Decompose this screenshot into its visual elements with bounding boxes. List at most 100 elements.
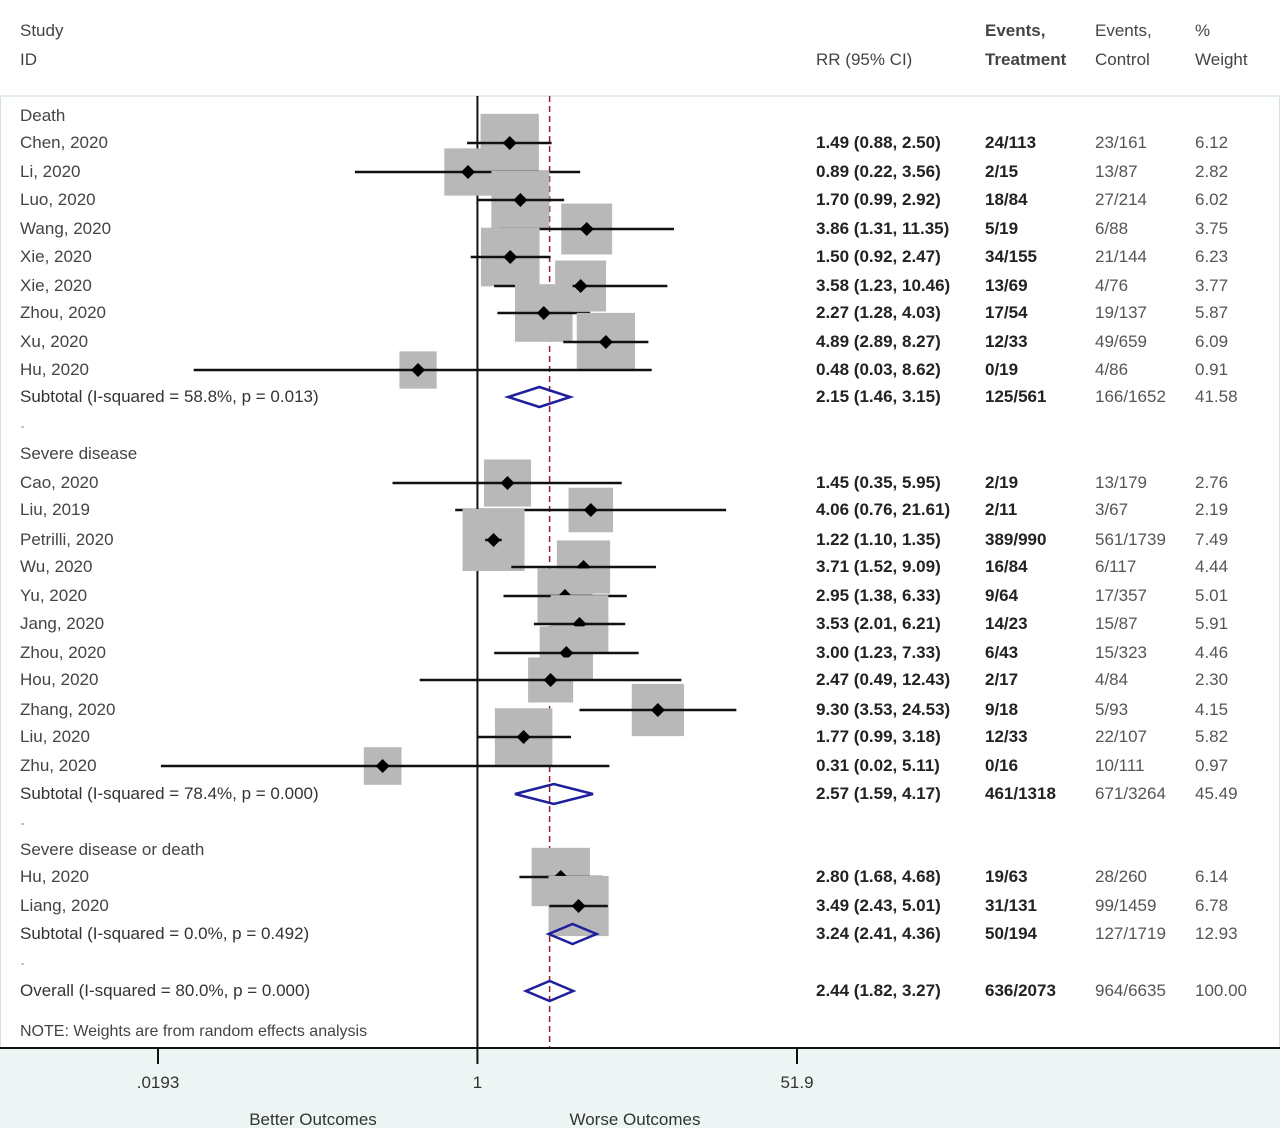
group-1-study-7-label: Hou, 2020 <box>20 670 99 689</box>
group-0-study-6-events-treatment: 17/54 <box>985 303 1028 322</box>
group-1-study-2-weight: 7.49 <box>1195 530 1229 549</box>
group-0-subtotal-diamond <box>503 385 575 409</box>
group-1-study-10-label: Zhu, 2020 <box>20 756 97 775</box>
group-0-study-5-events-control: 4/76 <box>1095 276 1129 295</box>
group-0-study-2-point <box>513 193 528 207</box>
group-1-study-3-rr-ci: 3.71 (1.52, 9.09) <box>816 557 941 576</box>
group-0-study-2-events-control: 27/214 <box>1095 190 1147 209</box>
group-0-study-3-label: Wang, 2020 <box>20 219 112 238</box>
overall-label: Overall (I-squared = 80.0%, p = 0.000) <box>20 981 311 1000</box>
header-weight-1: % <box>1195 21 1211 40</box>
group-0-study-4-rr-ci: 1.50 (0.92, 2.47) <box>816 247 941 266</box>
group-1-subtotal-label: Subtotal (I-squared = 78.4%, p = 0.000) <box>20 784 319 803</box>
group-2-study-1-events-control: 99/1459 <box>1095 896 1157 915</box>
group-0-study-8-weight: 0.91 <box>1195 360 1229 379</box>
group-0-study-3-rr-ci: 3.86 (1.31, 11.35) <box>816 219 950 238</box>
group-1-study-2-events-treatment: 389/990 <box>985 530 1047 549</box>
group-0-study-7-rr-ci: 4.89 (2.89, 8.27) <box>816 332 941 351</box>
group-0-study-4-events-control: 21/144 <box>1095 247 1147 266</box>
group-0-study-6-events-control: 19/137 <box>1095 303 1147 322</box>
overall-events-control: 964/6635 <box>1095 981 1166 1000</box>
group-1-study-4-weight: 5.01 <box>1195 586 1229 605</box>
group-0-study-0-events-treatment: 24/113 <box>985 133 1037 152</box>
group-1-study-7-events-treatment: 2/17 <box>985 670 1019 689</box>
group-0-study-2-rr-ci: 1.70 (0.99, 2.92) <box>816 190 941 209</box>
group-1-study-3-events-control: 6/117 <box>1095 557 1137 576</box>
group-2-subtotal-label: Subtotal (I-squared = 0.0%, p = 0.492) <box>20 924 310 943</box>
group-0-study-6-label: Zhou, 2020 <box>20 303 107 322</box>
group-0-study-8-label: Hu, 2020 <box>20 360 89 379</box>
group-1-study-10-point <box>375 759 390 773</box>
group-2-study-1-rr-ci: 3.49 (2.43, 5.01) <box>816 896 941 915</box>
group-0-study-5-rr-ci: 3.58 (1.23, 10.46) <box>816 276 951 295</box>
group-1-study-10-rr-ci: 0.31 (0.02, 5.11) <box>816 756 940 775</box>
group-0-study-1-rr-ci: 0.89 (0.22, 3.56) <box>816 162 941 181</box>
header-events-control-2: Control <box>1095 50 1150 69</box>
group-2-study-1-point <box>571 899 586 913</box>
group-2-study-0-label: Hu, 2020 <box>20 867 89 886</box>
group-0-study-2-weight: 6.02 <box>1195 190 1229 209</box>
group-1-study-8-weight: 4.15 <box>1195 700 1229 719</box>
group-0-study-0-point <box>502 136 517 150</box>
group-1-study-7-rr-ci: 2.47 (0.49, 12.43) <box>816 670 951 689</box>
group-0-subtotal-rr-ci: 2.15 (1.46, 3.15) <box>816 387 941 406</box>
group-0-study-6-weight: 5.87 <box>1195 303 1229 322</box>
group-0-study-8-point <box>411 363 426 377</box>
group-1-study-5-events-control: 15/87 <box>1095 614 1138 633</box>
group-0-study-6-point <box>536 306 551 320</box>
group-1-study-6-point <box>559 646 574 660</box>
group-1-study-7-point <box>543 673 558 687</box>
group-1-study-10-events-control: 10/111 <box>1095 756 1145 775</box>
group-0-study-8-rr-ci: 0.48 (0.03, 8.62) <box>816 360 941 379</box>
group-0-study-1-point <box>461 165 476 179</box>
group-1-study-9-events-treatment: 12/33 <box>985 727 1028 746</box>
group-2-subtotal-rr-ci: 3.24 (2.41, 4.36) <box>816 924 941 943</box>
group-1-study-4-events-control: 17/357 <box>1095 586 1147 605</box>
group-0-study-7-label: Xu, 2020 <box>20 332 89 351</box>
group-1-study-6-events-control: 15/323 <box>1095 643 1147 662</box>
group-1-subtotal-rr-ci: 2.57 (1.59, 4.17) <box>816 784 941 803</box>
header-band <box>0 0 1280 96</box>
group-1-study-2-point <box>486 533 501 547</box>
group-1-study-10-weight: 0.97 <box>1195 756 1229 775</box>
better-outcomes-label: Better Outcomes <box>249 1110 377 1129</box>
header-rr: RR (95% CI) <box>816 50 913 69</box>
group-1-study-9-label: Liu, 2020 <box>20 727 90 746</box>
group-2-study-1-weight: 6.78 <box>1195 896 1229 915</box>
group-0-study-4-point <box>503 250 518 264</box>
group-0-study-7-events-treatment: 12/33 <box>985 332 1028 351</box>
header-rule <box>0 95 1280 97</box>
header-events-treatment-2: Treatment <box>985 50 1067 69</box>
group-1-study-5-rr-ci: 3.53 (2.01, 6.21) <box>816 614 941 633</box>
x-tick-label-1: 1 <box>472 1073 483 1092</box>
group-0-study-0-events-control: 23/161 <box>1095 133 1147 152</box>
overall-rr-ci: 2.44 (1.82, 3.27) <box>816 981 941 1000</box>
group-2-subtotal-events-treatment: 50/194 <box>985 924 1037 943</box>
weights-note: NOTE: Weights are from random effects an… <box>20 1023 368 1040</box>
group-1-study-3-weight: 4.44 <box>1195 557 1229 576</box>
group-2-subtotal-diamond <box>545 922 600 946</box>
group-0-study-3-events-control: 6/88 <box>1095 219 1129 238</box>
group-1-study-6-label: Zhou, 2020 <box>20 643 107 662</box>
group-1-study-1-point <box>583 503 598 517</box>
group-1-study-10-events-treatment: 0/16 <box>985 756 1019 775</box>
group-0-subtotal-events-control: 166/1652 <box>1095 387 1166 406</box>
group-0-study-0-label: Chen, 2020 <box>20 133 108 152</box>
header-study: Study <box>20 21 64 40</box>
group-0-subtotal-weight: 41.58 <box>1195 387 1238 406</box>
header-events-control-1: Events, <box>1095 21 1152 40</box>
group-0-study-3-weight: 3.75 <box>1195 219 1229 238</box>
group-1-study-4-label: Yu, 2020 <box>20 586 88 605</box>
group-0-subtotal-events-treatment: 125/561 <box>985 387 1047 406</box>
group-0-study-1-weight: 2.82 <box>1195 162 1229 181</box>
group-2-study-0-weight: 6.14 <box>1195 867 1229 886</box>
group-0-study-5-point <box>573 279 588 293</box>
group-0-study-0-rr-ci: 1.49 (0.88, 2.50) <box>816 133 941 152</box>
group-1-study-9-events-control: 22/107 <box>1095 727 1147 746</box>
group-0-study-1-events-treatment: 2/15 <box>985 162 1019 181</box>
overall-events-treatment: 636/2073 <box>985 981 1056 1000</box>
group-2-subtotal-weight: 12.93 <box>1195 924 1238 943</box>
group-1-study-7-events-control: 4/84 <box>1095 670 1129 689</box>
group-1-study-1-events-treatment: 2/11 <box>985 500 1018 519</box>
